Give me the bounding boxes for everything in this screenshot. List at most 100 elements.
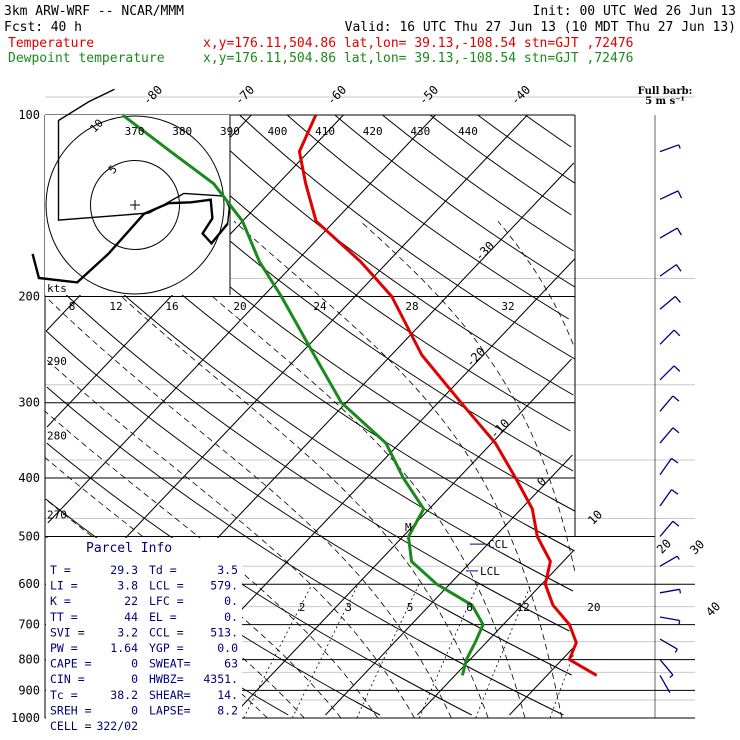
dry-adiabat-line xyxy=(286,114,570,320)
dry-adiabat-line xyxy=(429,114,572,216)
profiles: CCL LCL M xyxy=(121,113,598,677)
theta-label: 370 xyxy=(125,125,145,138)
mixing-ratio-line xyxy=(291,584,359,719)
parcel-value: 0. xyxy=(224,594,238,608)
theta-label: 440 xyxy=(458,125,478,138)
parcel-value: 29.3 xyxy=(110,563,138,577)
hodograph-trace-low xyxy=(31,198,229,284)
parcel-key: LCL = xyxy=(149,579,184,593)
hodograph-speed-label: 24 xyxy=(313,300,327,313)
isotherm-line xyxy=(48,114,528,620)
model-title: 3km ARW-WRF -- NCAR/MMM xyxy=(4,4,184,19)
mixing-ratio-label: 2 xyxy=(299,601,306,614)
parcel-key: T = xyxy=(50,563,71,577)
temperature-location: x,y=176.11,504.86 lat,lon= 39.13,-108.54… xyxy=(203,36,633,51)
parcel-value: 0 xyxy=(131,703,138,717)
dry-adiabat-label: 290 xyxy=(47,355,67,368)
parcel-key: CAPE = xyxy=(50,657,92,671)
isotherm-label: 20 xyxy=(654,536,674,556)
wind-barb xyxy=(659,520,680,537)
parcel-value: 8.2 xyxy=(217,703,238,717)
temperature-profile xyxy=(297,114,598,677)
parcel-key: SWEAT= xyxy=(149,657,191,671)
isotherm-label: 30 xyxy=(687,537,707,557)
init-time: Init: 00 UTC Wed 26 Jun 13 xyxy=(533,4,737,19)
valid-time: Valid: 16 UTC Thu 27 Jun 13 (10 MDT Thu … xyxy=(345,20,736,35)
parcel-key: LFC = xyxy=(149,594,184,608)
parcel-value: 0 xyxy=(131,672,138,686)
parcel-value: 14. xyxy=(217,688,238,702)
hodograph-speed-label: 12 xyxy=(109,300,122,313)
wind-barb xyxy=(659,675,671,694)
parcel-key: LAPSE= xyxy=(149,703,191,717)
dry-adiabat-line xyxy=(525,114,572,148)
dry-adiabat-label: 270 xyxy=(47,509,67,522)
parcel-info-rows: T = 29.3 Td = 3.5 LI = 3.8 LCL = 579. K = 22 LFC =… xyxy=(50,563,238,733)
parcel-value: 4351. xyxy=(203,672,238,686)
wind-barb xyxy=(659,190,683,200)
parcel-key: TT = xyxy=(50,610,78,624)
mixing-ratio-line xyxy=(418,584,479,719)
parcel-key: HWBZ= xyxy=(149,672,184,686)
isotherm-label: 40 xyxy=(703,599,723,619)
pressure-label: 800 xyxy=(18,653,40,667)
pressure-label: 400 xyxy=(18,471,40,485)
parcel-key: SHEAR= xyxy=(149,688,191,702)
parcel-key: Tc = xyxy=(50,688,78,702)
hodograph-speed-label: 28 xyxy=(405,300,418,313)
theta-label: 420 xyxy=(363,125,383,138)
dry-adiabat-label: 280 xyxy=(47,429,67,442)
hodograph-speed-label: 8 xyxy=(69,300,76,313)
parcel-key: PW = xyxy=(50,641,78,655)
parcel-value: 513. xyxy=(210,625,238,639)
parcel-value: 1.64 xyxy=(110,641,138,655)
dry-adiabat-line xyxy=(46,386,564,716)
dewpoint-location: x,y=176.11,504.86 lat,lon= 39.13,-108.54… xyxy=(203,51,633,66)
fcst-label: Fcst: xyxy=(4,20,43,35)
pressure-label: 300 xyxy=(18,396,40,410)
barb-key: Full barb: 5 m s⁻¹ xyxy=(638,86,693,107)
moist-adiabat-line xyxy=(129,220,526,719)
hodograph: kts 510 xyxy=(31,88,231,295)
wind-barb xyxy=(659,264,682,277)
moist-adiabat-line xyxy=(44,457,342,719)
parcel-key: CCL = xyxy=(149,625,184,639)
pressure-label: 1000 xyxy=(11,711,40,725)
mixing-ratio-label: 12 xyxy=(517,601,530,614)
mixing-ratio-line xyxy=(549,652,575,719)
hodograph-ring xyxy=(45,115,225,295)
parcel-value: 3.8 xyxy=(117,579,138,593)
pressure-label: 900 xyxy=(18,683,40,697)
isotherm-label: 10 xyxy=(585,507,605,527)
pressure-label: 700 xyxy=(18,618,40,632)
pressure-label: 600 xyxy=(18,577,40,591)
dry-adiabat-line xyxy=(334,114,576,288)
isotherm-label: -60 xyxy=(324,83,349,108)
ccl-label: CCL xyxy=(488,538,508,551)
isotherm-label: -80 xyxy=(140,83,165,108)
parcel-key: LI = xyxy=(50,579,78,593)
parcel-value: 579. xyxy=(210,579,238,593)
fcst-hours: 40 h xyxy=(51,20,82,35)
theta-label: 400 xyxy=(268,125,288,138)
wind-barb xyxy=(659,659,674,678)
parcel-key: EL = xyxy=(149,610,177,624)
parcel-info-panel: Parcel Info T = 29.3 Td = 3.5 LI = 3.8 LCL = 57… xyxy=(46,538,242,733)
hodograph-ring xyxy=(90,160,180,250)
parcel-value: 22 xyxy=(124,594,138,608)
wind-barbs xyxy=(654,115,683,718)
barb-key-line2: 5 m s⁻¹ xyxy=(645,96,685,107)
moist-adiabat-line xyxy=(45,296,452,719)
wind-barb xyxy=(659,427,680,444)
theta-label: 380 xyxy=(172,125,192,138)
isotherm-label: -50 xyxy=(416,83,441,108)
pressure-label: 500 xyxy=(18,529,40,543)
theta-label: 430 xyxy=(410,125,430,138)
parcel-value: 3.2 xyxy=(117,625,138,639)
isotherm-line xyxy=(233,358,572,716)
parcel-info-title: Parcel Info xyxy=(86,541,172,556)
theta-label: 410 xyxy=(315,125,335,138)
mixing-ratio-label: 3 xyxy=(345,601,352,614)
moist-adiabat-line xyxy=(497,220,574,345)
barb-key-line1: Full barb: xyxy=(638,86,693,97)
